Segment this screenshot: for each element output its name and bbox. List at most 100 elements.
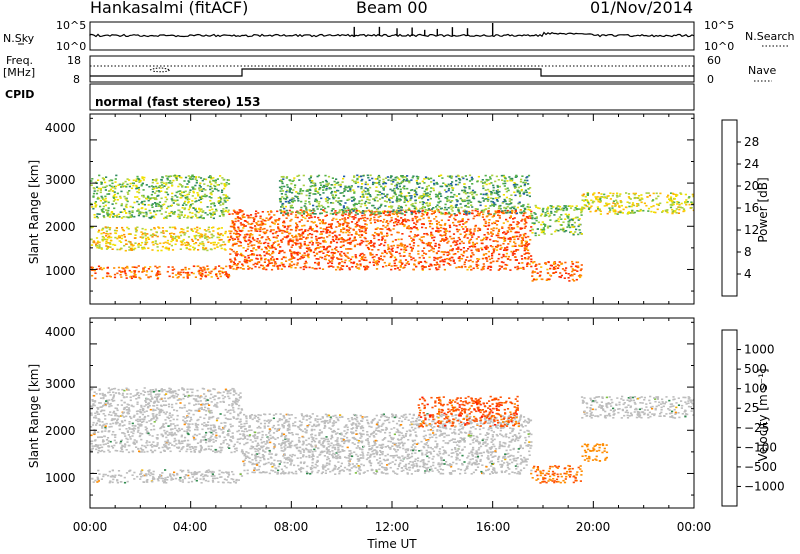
data-cell	[120, 271, 123, 273]
data-cell	[416, 182, 419, 184]
data-cell	[348, 215, 351, 218]
data-cell	[531, 228, 534, 231]
data-cell	[468, 240, 471, 243]
data-cell	[319, 233, 322, 235]
data-cell	[557, 218, 560, 220]
data-cell	[473, 191, 476, 194]
data-cell	[394, 184, 397, 187]
data-cell	[281, 190, 285, 192]
data-cell	[662, 210, 665, 212]
data-cell	[345, 265, 349, 267]
data-cell	[186, 198, 189, 201]
data-cell	[334, 230, 337, 233]
data-cell	[523, 249, 526, 252]
data-cell	[225, 181, 228, 184]
data-cell	[464, 266, 467, 268]
data-cell	[111, 182, 114, 185]
data-cell	[513, 182, 516, 184]
data-cell	[331, 260, 334, 262]
data-cell	[338, 237, 341, 240]
data-cell	[427, 184, 430, 187]
data-cell	[487, 224, 490, 227]
data-cell	[514, 256, 517, 258]
data-cell	[134, 227, 137, 229]
data-cell	[251, 244, 254, 247]
data-cell	[322, 189, 325, 191]
data-cell	[529, 187, 532, 189]
data-cell	[557, 220, 560, 223]
data-cell	[264, 231, 267, 234]
data-cell	[503, 267, 506, 270]
data-cell	[361, 210, 365, 212]
data-cell	[412, 242, 416, 244]
data-cell	[371, 253, 374, 256]
data-cell	[130, 214, 133, 216]
data-cell	[317, 261, 320, 264]
data-cell	[625, 192, 628, 194]
data-cell	[648, 194, 652, 197]
data-cell	[170, 198, 173, 200]
data-cell	[670, 192, 673, 194]
data-cell	[280, 212, 283, 214]
data-cell	[310, 220, 313, 223]
data-cell	[446, 195, 449, 198]
data-cell	[408, 195, 411, 197]
data-cell	[526, 263, 529, 265]
data-cell	[305, 266, 308, 269]
data-cell	[401, 262, 404, 265]
data-cell	[143, 203, 146, 206]
data-cell	[524, 245, 527, 247]
data-cell	[90, 238, 93, 241]
data-cell	[484, 220, 487, 223]
data-cell	[431, 234, 434, 237]
data-cell	[491, 245, 494, 248]
data-cell	[647, 192, 650, 194]
data-cell	[525, 248, 528, 250]
data-cell	[244, 225, 247, 227]
data-cell	[110, 185, 113, 188]
data-cell	[340, 251, 343, 253]
data-cell	[377, 239, 380, 241]
data-cell	[284, 205, 287, 208]
data-cell	[355, 263, 359, 265]
data-cell	[291, 256, 295, 258]
data-cell	[508, 176, 511, 178]
data-cell	[489, 178, 492, 180]
nsearch-label: N.Search	[745, 30, 795, 43]
data-cell	[413, 193, 416, 196]
data-cell	[452, 196, 455, 198]
data-cell	[377, 233, 380, 235]
data-cell	[412, 268, 415, 271]
data-cell	[439, 230, 442, 232]
data-cell	[388, 205, 391, 208]
data-cell	[384, 211, 387, 213]
data-cell	[342, 209, 345, 212]
data-cell	[556, 205, 559, 207]
data-cell	[279, 201, 282, 203]
data-cell	[336, 181, 339, 184]
data-cell	[387, 179, 390, 181]
data-cell	[142, 189, 145, 191]
data-cell	[142, 194, 145, 197]
data-cell	[420, 236, 423, 238]
data-cell	[587, 201, 590, 204]
data-cell	[344, 221, 347, 223]
data-cell	[309, 185, 312, 188]
data-cell	[444, 238, 447, 241]
data-cell	[557, 267, 560, 269]
data-cell	[532, 278, 535, 281]
data-cell	[100, 248, 103, 250]
data-cell	[473, 228, 476, 230]
data-cell	[478, 212, 481, 215]
data-cell	[240, 218, 243, 220]
data-cell	[494, 203, 497, 206]
data-cell	[316, 190, 319, 193]
data-cell	[177, 276, 180, 278]
data-cell	[329, 202, 333, 204]
data-cell	[320, 204, 323, 207]
data-cell	[237, 235, 241, 238]
data-cell	[455, 175, 458, 178]
data-cell	[412, 244, 415, 247]
data-cell	[426, 195, 430, 197]
data-cell	[486, 236, 489, 239]
